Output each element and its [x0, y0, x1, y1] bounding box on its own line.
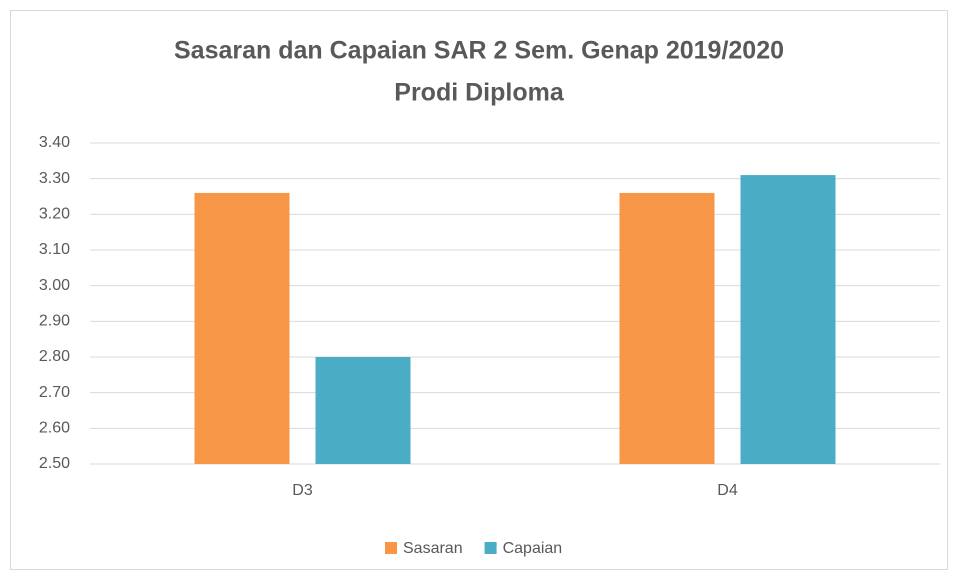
- bar: [740, 175, 836, 464]
- x-tick-label: D4: [717, 482, 738, 499]
- legend-label: Capaian: [503, 540, 563, 557]
- y-tick-label: 3.30: [39, 170, 70, 187]
- chart-title: Sasaran dan Capaian SAR 2 Sem. Genap 201…: [174, 37, 784, 65]
- bar: [315, 357, 411, 464]
- legend-label: Sasaran: [403, 540, 463, 557]
- legend-swatch: [385, 542, 397, 554]
- bar: [619, 192, 715, 464]
- y-tick-label: 2.90: [39, 313, 70, 330]
- y-tick-label: 3.20: [39, 206, 70, 223]
- chart-title: Prodi Diploma: [394, 79, 565, 107]
- bar: [194, 192, 290, 464]
- y-tick-label: 2.80: [39, 348, 70, 365]
- y-tick-label: 2.70: [39, 384, 70, 401]
- legend-swatch: [484, 542, 497, 554]
- y-tick-label: 3.00: [39, 277, 70, 294]
- y-tick-label: 3.10: [39, 241, 70, 258]
- y-tick-label: 2.50: [39, 455, 70, 472]
- y-tick-label: 3.40: [39, 134, 70, 151]
- y-tick-label: 2.60: [39, 420, 70, 437]
- x-tick-label: D3: [292, 482, 313, 499]
